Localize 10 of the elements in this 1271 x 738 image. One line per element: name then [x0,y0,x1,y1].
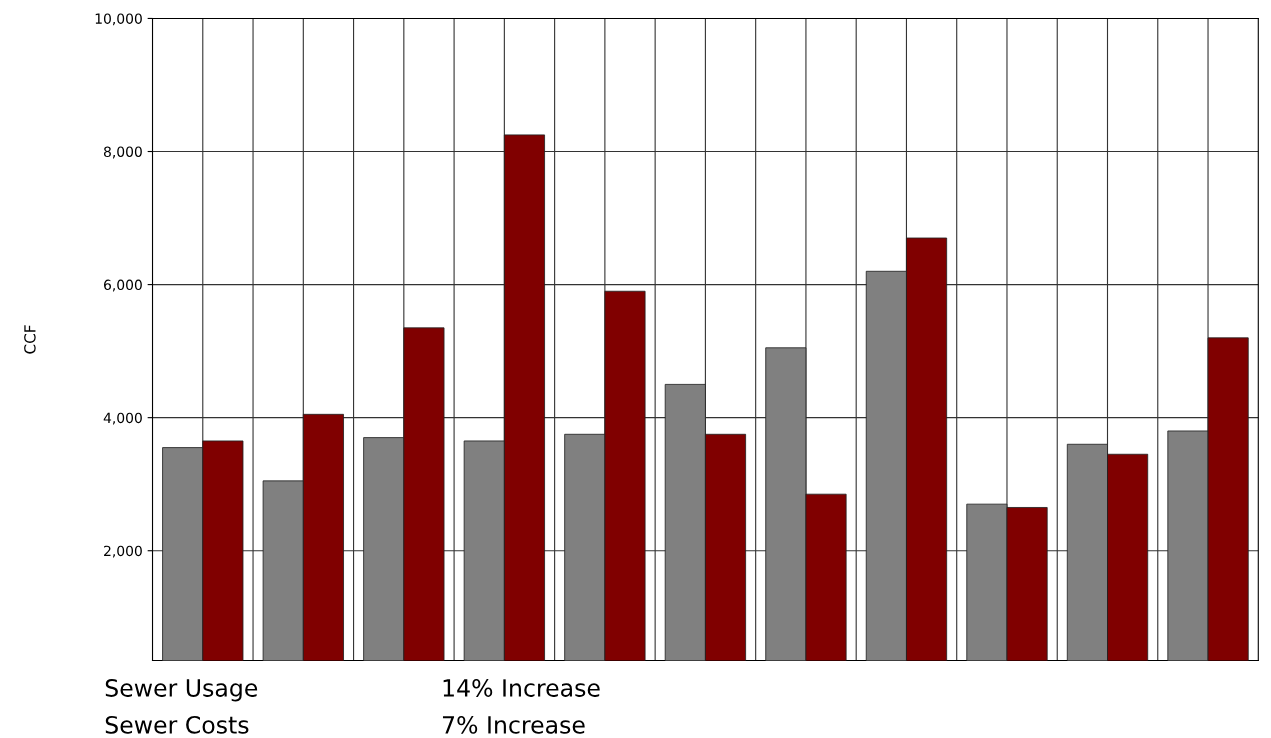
text: Sewer Costs [105,715,249,734]
y-tick-label: 10,000 [95,13,142,26]
y-tick-label: 8,000 [103,146,142,159]
text: Sewer Usage [105,679,258,702]
y-tick-label: 6,000 [104,279,142,292]
y-tick-label: 2,000 [104,545,142,558]
y-axis-title: CCF [24,325,36,354]
y-tick-label: 4,000 [103,412,142,425]
text: 14% Increase [443,679,600,697]
text: 7% Increase [442,715,585,734]
